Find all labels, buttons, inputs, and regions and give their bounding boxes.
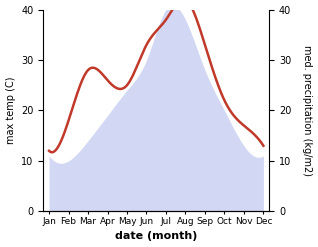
Y-axis label: med. precipitation (kg/m2): med. precipitation (kg/m2) <box>302 45 313 176</box>
Y-axis label: max temp (C): max temp (C) <box>5 77 16 144</box>
X-axis label: date (month): date (month) <box>115 231 197 242</box>
